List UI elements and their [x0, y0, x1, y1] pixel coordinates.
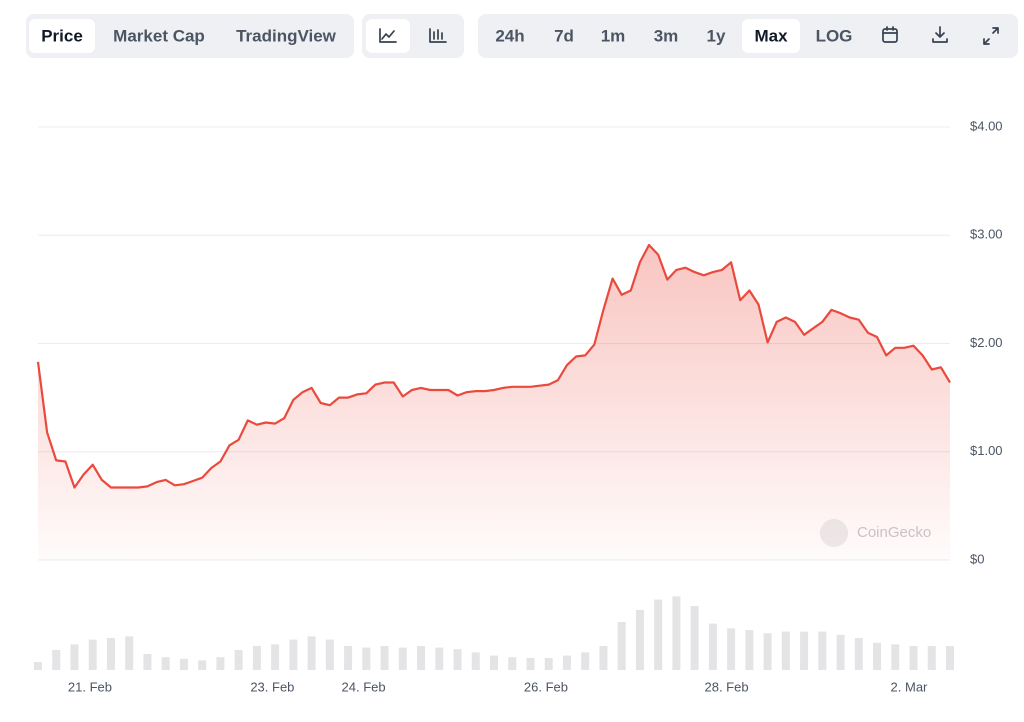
volume-bar [508, 657, 517, 670]
tab-selected [29, 19, 95, 53]
volume-bar [52, 650, 61, 670]
volume-bar [143, 654, 152, 670]
range-selected [742, 19, 800, 53]
volume-bar [654, 599, 663, 670]
volume-bar [125, 636, 134, 670]
volume-bar [581, 652, 590, 670]
volume-bar [781, 631, 790, 670]
download-icon[interactable] [932, 26, 948, 43]
volume-bar [161, 657, 170, 670]
volume-bar [380, 646, 389, 670]
price-area [38, 245, 950, 560]
tab[interactable]: Market Cap [113, 26, 205, 45]
y-tick-label: $3.00 [970, 227, 1003, 242]
volume-bar [836, 634, 845, 670]
volume-bar [763, 633, 772, 670]
volume-bar [179, 658, 188, 670]
range-button[interactable]: 1y [707, 26, 726, 45]
volume-bar [635, 610, 644, 670]
volume-bar [106, 638, 115, 670]
volume-bar [325, 639, 334, 670]
volume-bar [289, 639, 298, 670]
volume-bar [891, 644, 900, 670]
x-tick-label: 26. Feb [524, 679, 568, 694]
x-tick-label: 24. Feb [342, 679, 386, 694]
volume-bar [672, 596, 681, 670]
volume-bar [526, 658, 535, 670]
y-tick-label: $1.00 [970, 443, 1003, 458]
tab[interactable]: TradingView [236, 26, 337, 45]
volume-bar [88, 639, 97, 670]
volume-bar [70, 644, 79, 670]
fullscreen-icon[interactable] [983, 27, 999, 45]
volume-bar [562, 655, 571, 670]
range-button[interactable]: 3m [654, 26, 679, 45]
candle-chart-icon[interactable] [429, 28, 447, 43]
volume-bar [252, 646, 261, 670]
volume-bar [873, 642, 882, 670]
volume-bar [727, 628, 736, 670]
volume-bar [818, 631, 827, 670]
volume-bar [435, 647, 444, 670]
volume-bar [617, 622, 626, 670]
volume-bar [544, 658, 553, 670]
x-tick-label: 21. Feb [68, 679, 112, 694]
y-tick-label: $0 [970, 551, 984, 566]
x-tick-label: 23. Feb [250, 679, 294, 694]
price-line [36, 243, 951, 489]
range-button[interactable]: 24h [495, 26, 524, 45]
range-button[interactable]: 7d [554, 26, 574, 45]
volume-bar [271, 644, 280, 670]
x-tick-label: 2. Mar [891, 679, 929, 694]
volume-bar [307, 636, 316, 670]
volume-bar [745, 630, 754, 670]
line-chart-icon[interactable] [379, 28, 397, 43]
range-button[interactable]: Max [754, 26, 788, 45]
tab[interactable]: Price [41, 26, 83, 45]
volume-bar [453, 649, 462, 670]
volume-bar [362, 647, 371, 670]
x-tick-label: 28. Feb [705, 679, 749, 694]
volume-bar [344, 646, 353, 670]
volume-bar [946, 646, 954, 670]
volume-bar [854, 638, 863, 670]
volume-bar [417, 646, 426, 670]
tab-group [26, 14, 354, 58]
volume-bar [34, 662, 42, 670]
volume-bar [599, 646, 608, 670]
volume-bar [234, 650, 243, 670]
volume-bar [471, 652, 480, 670]
range-button[interactable]: 1m [601, 26, 626, 45]
volume-bar [927, 646, 936, 670]
volume-bar [909, 646, 918, 670]
volume-bar [216, 657, 225, 670]
volume-bar [490, 655, 498, 670]
volume-bar [708, 623, 717, 670]
range-button[interactable]: LOG [816, 26, 853, 45]
volume-bar [198, 660, 207, 670]
calendar-icon[interactable] [882, 26, 898, 43]
volume-bar [800, 631, 809, 670]
volume-bar [690, 606, 699, 670]
volume-bar [398, 647, 407, 670]
y-tick-label: $2.00 [970, 335, 1003, 350]
y-tick-label: $4.00 [970, 118, 1003, 133]
